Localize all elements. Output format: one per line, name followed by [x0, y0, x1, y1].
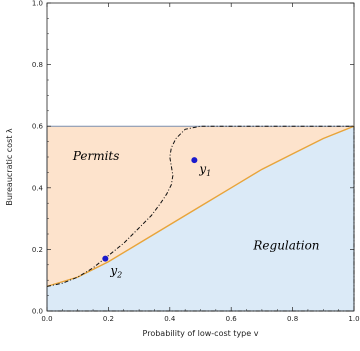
x-tick-label: 0.8	[287, 315, 298, 323]
point-y1	[191, 157, 198, 164]
series-line-1	[46, 125, 354, 287]
y-tick-label: 0.0	[32, 308, 43, 316]
dash-dot-outer-boundary	[47, 126, 355, 312]
y-axis-title: Bureaucratic cost λ	[5, 128, 14, 206]
x-tick-label: 0.6	[226, 315, 238, 323]
region-regulation	[47, 126, 354, 311]
series-line-0	[46, 125, 355, 288]
region-label-permits: Permits	[72, 149, 120, 163]
x-tick-label: 0.4	[164, 315, 176, 323]
point-y2	[102, 255, 109, 262]
x-axis-title: Probability of low-cost type v	[143, 329, 259, 338]
y-tick-label: 1.0	[32, 0, 43, 8]
x-tick-label: 1.0	[348, 315, 359, 323]
x-tick-label: 0.0	[41, 315, 52, 323]
y-tick-label: 0.6	[32, 123, 44, 131]
region-label-regulation: Regulation	[252, 238, 319, 252]
y-tick-label: 0.2	[32, 246, 43, 254]
x-tick-label: 0.2	[103, 315, 114, 323]
y-tick-label: 0.8	[32, 61, 43, 69]
y-tick-label: 0.4	[32, 184, 44, 192]
